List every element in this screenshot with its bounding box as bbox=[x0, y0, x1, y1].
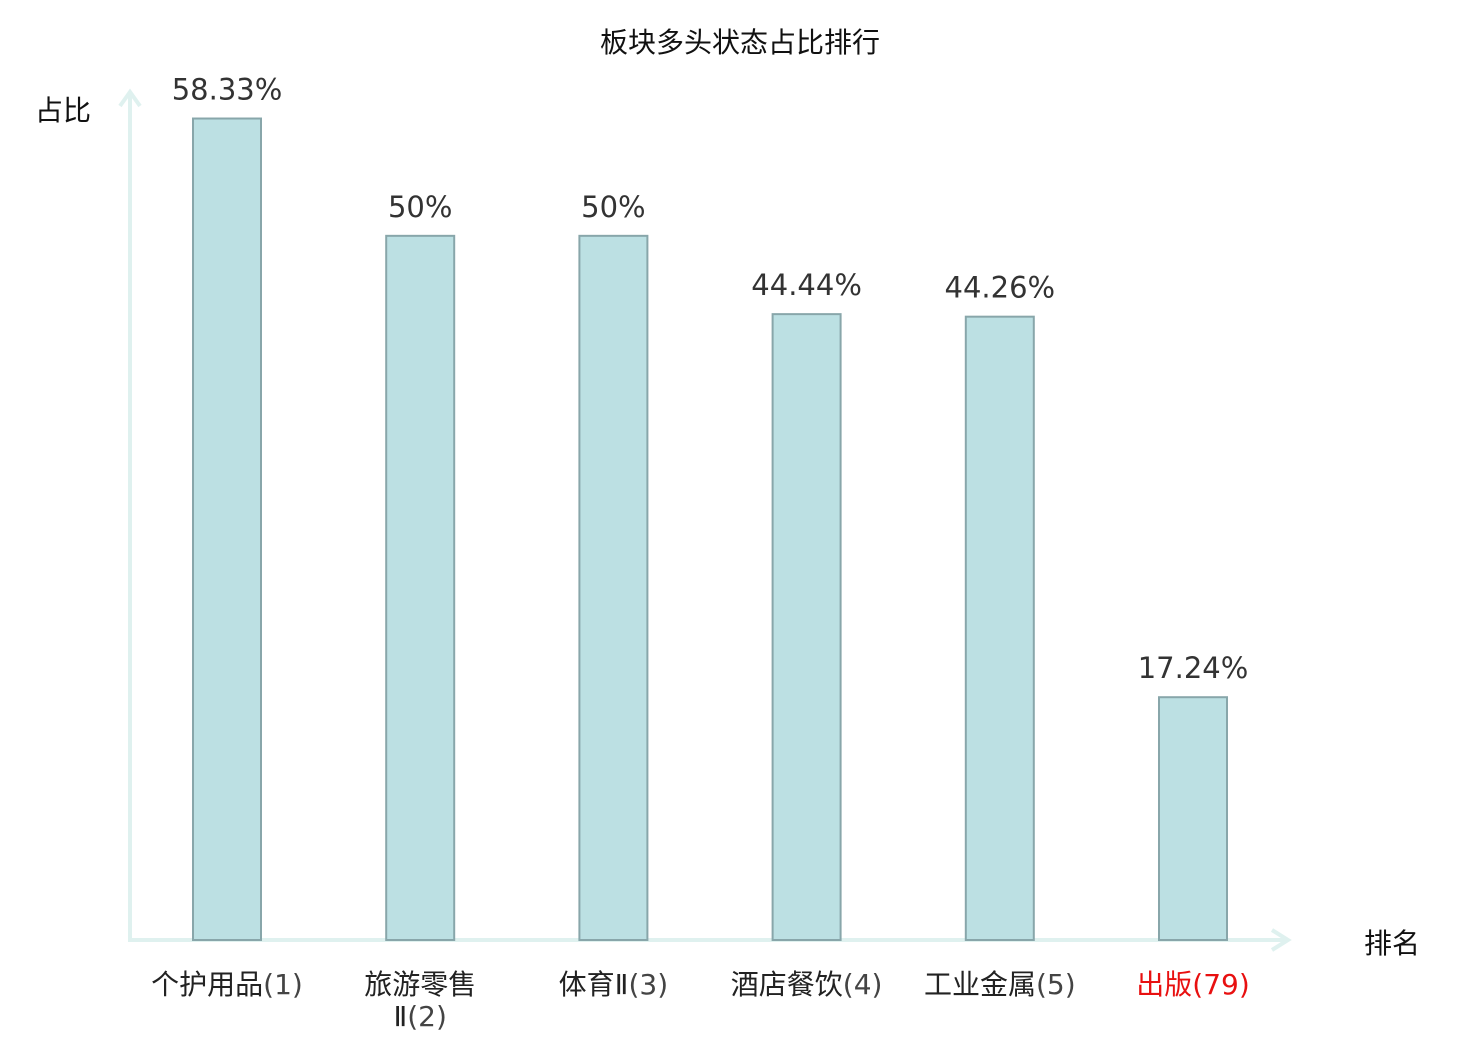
x-axis-arrow-icon bbox=[1270, 928, 1292, 952]
bar bbox=[1158, 696, 1228, 941]
x-tick-name: 体育Ⅱ bbox=[559, 968, 629, 1001]
y-axis-label: 占比 bbox=[35, 94, 91, 127]
bar bbox=[771, 313, 842, 941]
x-tick-label: 个护用品(1) bbox=[151, 968, 303, 1001]
x-axis-label: 排名 bbox=[1364, 927, 1420, 960]
bar-value-label: 17.24% bbox=[1138, 651, 1249, 685]
x-tick-name-suffix: Ⅱ bbox=[393, 1000, 407, 1033]
x-tick-label: 旅游零售 Ⅱ(2) bbox=[364, 968, 476, 1033]
x-tick-label: 工业金属(5) bbox=[924, 968, 1076, 1001]
x-tick-label: 酒店餐饮(4) bbox=[731, 968, 883, 1001]
x-tick-rank: (1) bbox=[263, 968, 303, 1001]
bar-value-label: 44.44% bbox=[751, 268, 862, 302]
bar bbox=[578, 234, 649, 942]
x-tick-name: 个护用品 bbox=[151, 968, 263, 1001]
x-tick-name: 工业金属 bbox=[924, 968, 1036, 1001]
y-axis-arrow-icon bbox=[118, 88, 142, 108]
x-tick-name: 酒店餐饮 bbox=[731, 968, 843, 1001]
x-tick-rank: (5) bbox=[1036, 968, 1076, 1001]
bar-value-label: 44.26% bbox=[945, 271, 1056, 305]
bar-series: 58.33% 个护用品(1) 50% 旅游零售 Ⅱ(2) 50% 体育Ⅱ(3) 44.44% 酒… bbox=[151, 73, 1250, 1033]
bar bbox=[192, 117, 262, 941]
x-tick-label: 出版(79) bbox=[1136, 968, 1250, 1001]
bar-value-label: 50% bbox=[581, 190, 645, 224]
x-tick-rank: (79) bbox=[1192, 968, 1249, 1001]
bar-value-label: 50% bbox=[388, 190, 452, 224]
x-tick-label: 体育Ⅱ(3) bbox=[559, 968, 668, 1001]
x-tick-name: 旅游零售 bbox=[364, 968, 476, 1001]
x-tick-name: 出版 bbox=[1136, 968, 1192, 1001]
x-tick-rank: (4) bbox=[843, 968, 883, 1001]
chart-title: 板块多头状态占比排行 bbox=[600, 26, 880, 59]
x-tick-rank: (2) bbox=[407, 1000, 447, 1033]
x-tick-rank: (3) bbox=[628, 968, 668, 1001]
bar bbox=[964, 315, 1035, 941]
bar-value-label: 58.33% bbox=[172, 73, 283, 107]
bar bbox=[385, 234, 456, 942]
